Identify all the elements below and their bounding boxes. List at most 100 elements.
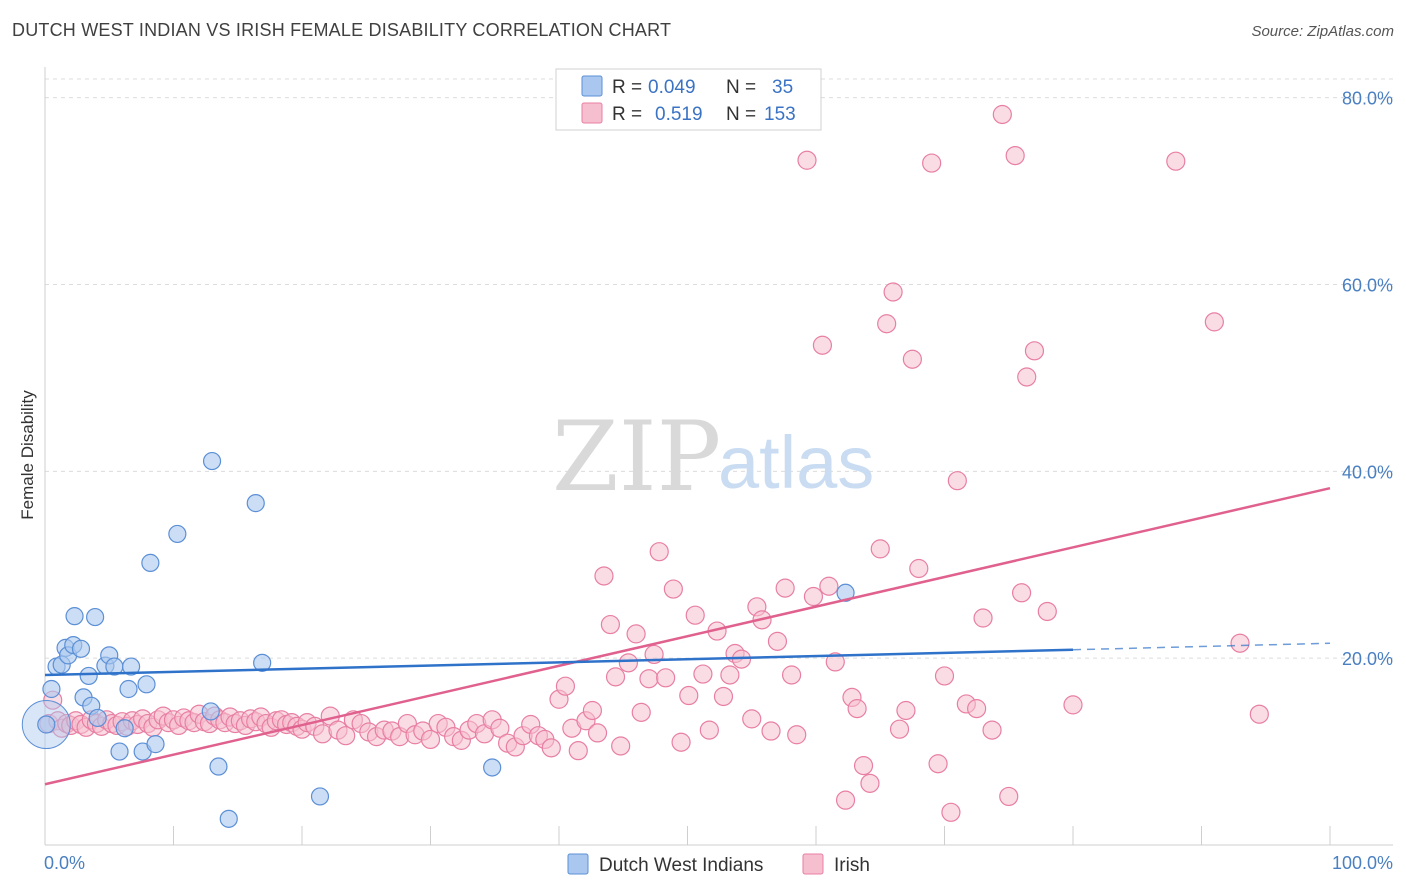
legend-r-value-0: 0.049	[648, 77, 696, 98]
irish-point-67	[420, 729, 441, 750]
irish-point-157	[1230, 633, 1250, 653]
dutch-west-indians-points	[21, 451, 855, 828]
irish-point-149	[1005, 146, 1025, 166]
irish-point-124	[819, 576, 839, 596]
irish-point-105	[685, 605, 705, 625]
dwi-point-13	[88, 708, 107, 728]
dwi-point-12	[86, 607, 105, 627]
irish-point-153	[1037, 601, 1057, 622]
irish-point-134	[889, 719, 910, 739]
dwi-point-8	[71, 639, 91, 658]
dwi-point-25	[168, 524, 187, 544]
y-tick-label-60: 60.0%	[1342, 276, 1393, 296]
irish-point-97	[631, 702, 651, 722]
irish-point-100	[649, 542, 669, 562]
dwi-point-7	[65, 607, 84, 626]
irish-point-110	[720, 665, 740, 685]
irish-point-95	[618, 653, 638, 673]
y-tick-label-40: 40.0%	[1342, 462, 1393, 482]
x-tick-label-max: 100.0%	[1332, 853, 1393, 873]
dwi-point-10	[79, 666, 98, 686]
irish-point-106	[693, 664, 713, 684]
series-legend: Dutch West Indians Irish	[567, 853, 870, 876]
dwi-point-30	[246, 494, 265, 513]
stats-legend: R = 0.049 N = 35 R = 0.519 N = 153	[555, 68, 822, 131]
irish-point-87	[568, 741, 588, 761]
irish-point-140	[934, 666, 955, 686]
bottom-legend-label-dutch-west-indians: Dutch West Indians	[599, 855, 763, 876]
irish-point-126	[835, 790, 856, 810]
dwi-point-31	[253, 653, 272, 672]
irish-point-109	[713, 686, 734, 707]
irish-point-130	[860, 773, 880, 793]
irish-point-120	[787, 725, 807, 745]
dwi-point-23	[141, 553, 160, 572]
dwi-point-24	[146, 735, 165, 754]
dwi-point-20	[121, 657, 141, 676]
irish-point-145	[973, 608, 993, 628]
irish-point-150	[1011, 583, 1032, 603]
irish-point-135	[896, 700, 916, 721]
irish-point-156	[1204, 312, 1224, 332]
legend-n-value-0: 35	[772, 77, 793, 98]
irish-point-136	[902, 349, 922, 369]
legend-r-value-1: 0.519	[655, 104, 703, 125]
legend-swatch-irish	[581, 102, 603, 124]
irish-point-139	[928, 754, 948, 774]
irish-points	[39, 104, 1269, 822]
irish-point-101	[656, 668, 676, 688]
irish-point-151	[1017, 367, 1037, 387]
irish-point-93	[605, 667, 626, 687]
irish-point-152	[1024, 341, 1045, 361]
irish-point-107	[699, 720, 719, 740]
dwi-point-22	[137, 675, 156, 694]
irish-point-85	[555, 676, 576, 696]
legend-n-label-0: N =	[726, 77, 756, 98]
dwi-point-29	[219, 809, 238, 828]
dwi-point-1	[42, 679, 61, 699]
irish-point-91	[594, 566, 614, 586]
chart-source: Source: ZipAtlas.com	[1251, 23, 1394, 40]
irish-point-113	[742, 709, 762, 729]
irish-point-56	[336, 726, 356, 746]
irish-point-92	[600, 614, 621, 635]
irish-point-118	[775, 578, 795, 598]
irish-point-129	[853, 755, 874, 776]
irish-point-104	[679, 685, 699, 706]
irish-point-89	[582, 700, 603, 721]
y-tick-label-20: 20.0%	[1342, 649, 1393, 669]
irish-point-154	[1063, 695, 1083, 715]
bottom-legend-label-irish: Irish	[834, 855, 870, 876]
dwi-trend-line-extension	[1072, 642, 1331, 651]
irish-point-119	[781, 665, 802, 685]
legend-swatch-dutch-west-indians	[581, 75, 603, 97]
irish-point-128	[847, 699, 867, 719]
irish-point-98	[639, 669, 659, 689]
dwi-point-18	[115, 719, 134, 738]
legend-r-label-1: R =	[612, 104, 642, 125]
dwi-point-34	[836, 583, 855, 602]
irish-point-142	[947, 471, 967, 491]
irish-point-117	[767, 631, 788, 651]
legend-n-value-1: 153	[764, 104, 796, 125]
irish-point-123	[812, 335, 833, 355]
dwi-point-0	[37, 715, 56, 734]
irish-point-121	[797, 150, 817, 170]
irish-point-141	[941, 802, 961, 822]
irish-point-103	[671, 732, 691, 752]
watermark: ZIP atlas	[552, 401, 874, 513]
irish-point-94	[611, 736, 631, 756]
trend-lines	[44, 486, 1331, 786]
irish-point-133	[883, 282, 903, 302]
irish-point-146	[982, 720, 1002, 740]
irish-point-144	[967, 699, 987, 719]
legend-r-label-0: R =	[612, 77, 642, 98]
irish-point-116	[761, 721, 781, 741]
dwi-point-26	[201, 702, 220, 721]
irish-point-131	[870, 539, 890, 559]
x-tick-label-min: 0.0%	[44, 853, 85, 873]
bottom-legend-swatch-irish	[802, 853, 824, 875]
dwi-point-32	[310, 787, 330, 806]
dwi-point-19	[119, 679, 138, 699]
irish-point-132	[877, 314, 897, 334]
